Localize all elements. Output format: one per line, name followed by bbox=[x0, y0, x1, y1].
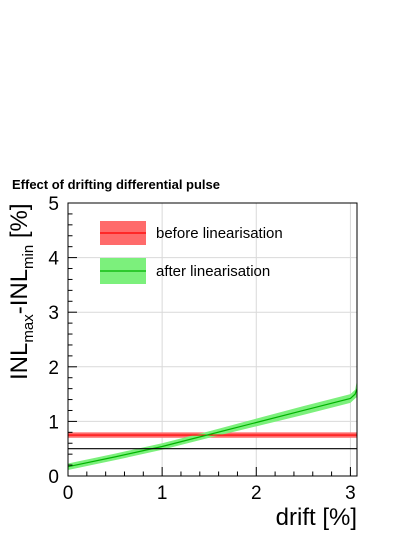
series-bands bbox=[68, 380, 357, 470]
series-band-1 bbox=[68, 380, 357, 470]
axis-ticks bbox=[67, 202, 351, 477]
x-axis-title: drift [%] bbox=[276, 504, 357, 531]
y-axis-title-mid: -INL bbox=[6, 269, 33, 314]
plot-frame bbox=[67, 202, 358, 477]
legend-label-before: before linearisation bbox=[156, 225, 283, 242]
y-tick-label: 2 bbox=[48, 358, 59, 379]
y-axis-title-sub-min: min bbox=[20, 245, 37, 269]
x-tick-label: 3 bbox=[345, 483, 356, 504]
series-line-1 bbox=[67, 388, 358, 468]
x-tick-label: 1 bbox=[157, 483, 168, 504]
legend-label-after: after linearisation bbox=[156, 263, 270, 280]
x-tick-label: 0 bbox=[63, 483, 74, 504]
tick-labels: 0 1 2 3 0 1 2 3 4 5 bbox=[48, 194, 355, 504]
x-tick-label: 2 bbox=[251, 483, 262, 504]
y-axis-title-unit: [%] bbox=[6, 203, 33, 244]
y-axis-title-main: INL bbox=[6, 343, 33, 380]
y-tick-label: 5 bbox=[48, 194, 59, 215]
series-lines bbox=[67, 388, 358, 468]
y-tick-label: 4 bbox=[48, 249, 59, 270]
y-axis-title-sub-max: max bbox=[20, 314, 37, 343]
y-tick-label: 3 bbox=[48, 303, 59, 324]
grid-lines bbox=[68, 203, 357, 476]
chart-title: Effect of drifting differential pulse bbox=[12, 177, 220, 192]
y-tick-label: 0 bbox=[48, 467, 59, 488]
legend: before linearisation after linearisation bbox=[100, 221, 283, 284]
y-tick-label: 1 bbox=[48, 412, 59, 433]
y-axis-title: INLmax-INLmin [%] bbox=[6, 203, 37, 380]
